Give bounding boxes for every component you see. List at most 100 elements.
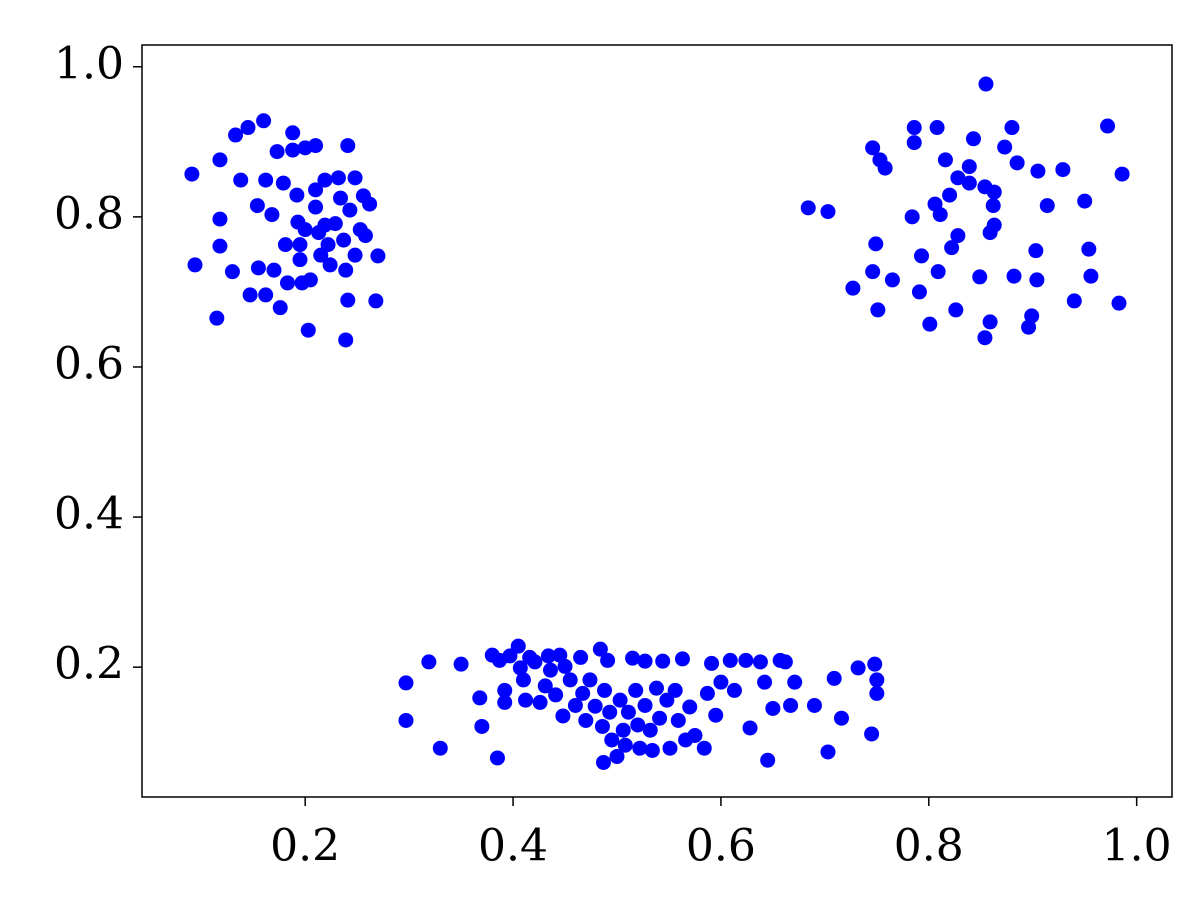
point (313, 247, 329, 263)
point (914, 248, 930, 264)
point (642, 722, 658, 738)
point (865, 140, 881, 156)
point (820, 204, 836, 220)
point (540, 648, 556, 664)
point (783, 697, 799, 713)
point (575, 685, 591, 701)
point (209, 310, 225, 326)
point (322, 257, 338, 273)
point (655, 653, 671, 669)
point (615, 722, 631, 738)
point (432, 740, 448, 756)
point (1039, 198, 1055, 214)
point (625, 650, 641, 666)
point (269, 144, 285, 160)
point (512, 660, 528, 676)
point (347, 170, 363, 186)
point (867, 656, 883, 672)
point (752, 654, 768, 670)
point (662, 740, 678, 756)
point (1077, 193, 1093, 209)
point (233, 172, 249, 188)
point (285, 125, 301, 141)
point (1028, 243, 1044, 259)
point (582, 672, 598, 688)
point (726, 682, 742, 698)
point (922, 316, 938, 332)
point (340, 292, 356, 308)
point (187, 257, 203, 273)
point (609, 748, 625, 764)
point (1083, 268, 1099, 284)
point (342, 202, 358, 218)
point (421, 654, 437, 670)
point (578, 712, 594, 728)
point (682, 699, 698, 715)
point (670, 712, 686, 728)
point (567, 697, 583, 713)
point (280, 275, 296, 291)
y-tick-label: 0.8 (54, 188, 124, 239)
point (911, 284, 927, 300)
y-tick-label: 0.4 (54, 489, 124, 540)
point (1024, 308, 1040, 324)
point (184, 166, 200, 182)
point (977, 330, 993, 346)
point (1004, 120, 1020, 136)
point (258, 287, 274, 303)
point (1030, 163, 1046, 179)
point (659, 692, 675, 708)
point (368, 293, 384, 309)
point (628, 682, 644, 698)
point (297, 222, 313, 238)
point (637, 697, 653, 713)
point (250, 260, 266, 276)
point (722, 652, 738, 668)
point (932, 207, 948, 223)
point (542, 662, 558, 678)
point (212, 238, 228, 254)
point (1111, 295, 1127, 311)
x-tick-label: 0.8 (894, 821, 964, 872)
point (347, 247, 363, 263)
point (320, 237, 336, 253)
point (548, 687, 564, 703)
point (652, 710, 668, 726)
x-tick-label: 0.2 (270, 821, 340, 872)
point (453, 656, 469, 672)
point (930, 264, 946, 280)
point (787, 674, 803, 690)
point (308, 138, 324, 154)
point (1081, 241, 1097, 257)
point (699, 685, 715, 701)
point (612, 692, 628, 708)
point (850, 660, 866, 676)
point (532, 694, 548, 710)
point (370, 248, 386, 264)
point (272, 300, 288, 316)
point (961, 175, 977, 191)
point (398, 675, 414, 691)
point (757, 674, 773, 690)
point (277, 237, 293, 253)
point (738, 652, 754, 668)
point (228, 127, 244, 143)
point (552, 647, 568, 663)
point (674, 651, 690, 667)
point (557, 658, 573, 674)
point (877, 160, 893, 176)
point (573, 649, 589, 665)
point (704, 655, 720, 671)
x-tick-label: 0.4 (478, 821, 548, 872)
point (242, 287, 258, 303)
point (256, 113, 272, 129)
point (986, 184, 1002, 200)
point (515, 672, 531, 688)
point (868, 236, 884, 252)
point (266, 262, 282, 278)
point (820, 744, 836, 760)
point (985, 198, 1001, 214)
point (587, 698, 603, 714)
point (708, 707, 724, 723)
point (592, 641, 608, 657)
